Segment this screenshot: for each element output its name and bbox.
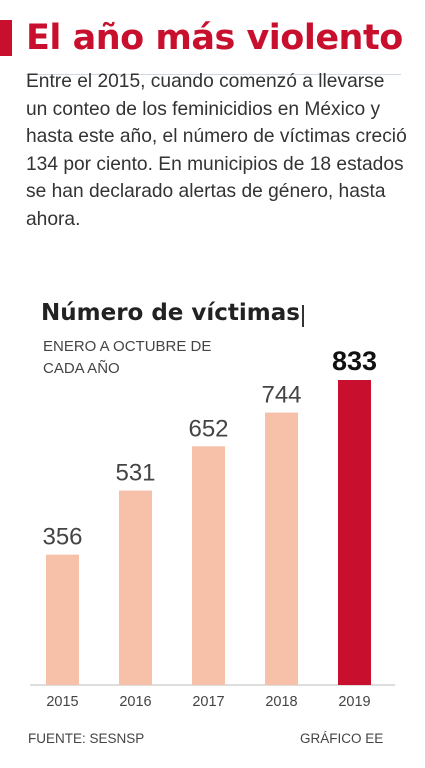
chart-title-divider xyxy=(302,305,304,327)
intro-text: Entre el 2015, cuando comenzó a llevarse… xyxy=(26,71,407,230)
value-label-2017: 652 xyxy=(188,415,228,442)
x-tick-label-2016: 2016 xyxy=(119,694,151,710)
x-tick-label-2017: 2017 xyxy=(192,694,224,710)
bar-2018 xyxy=(265,412,298,685)
value-label-2015: 356 xyxy=(42,524,82,551)
bar-2019 xyxy=(338,380,371,685)
bar-2015 xyxy=(46,554,79,685)
x-tick-label-2019: 2019 xyxy=(338,694,370,710)
value-label-2018: 744 xyxy=(261,382,301,409)
chart-title: Número de víctimas xyxy=(41,300,300,326)
title-accent-bar xyxy=(0,20,12,56)
bar-2017 xyxy=(192,446,225,685)
graphic-credit: GRÁFICO EE xyxy=(300,731,384,746)
page-title: El año más violento xyxy=(26,18,403,58)
title-bar: El año más violento xyxy=(0,14,425,75)
x-tick-label-2018: 2018 xyxy=(265,694,297,710)
value-label-2019: 833 xyxy=(332,346,377,376)
bar-2016 xyxy=(119,490,152,685)
value-label-2016: 531 xyxy=(115,460,155,487)
title-divider xyxy=(26,74,401,75)
chart-subtitle: ENERO A OCTUBRE DE CADA AÑO xyxy=(43,338,212,377)
source-note: FUENTE: SESNSP xyxy=(28,731,145,746)
x-tick-label-2015: 2015 xyxy=(46,694,78,710)
